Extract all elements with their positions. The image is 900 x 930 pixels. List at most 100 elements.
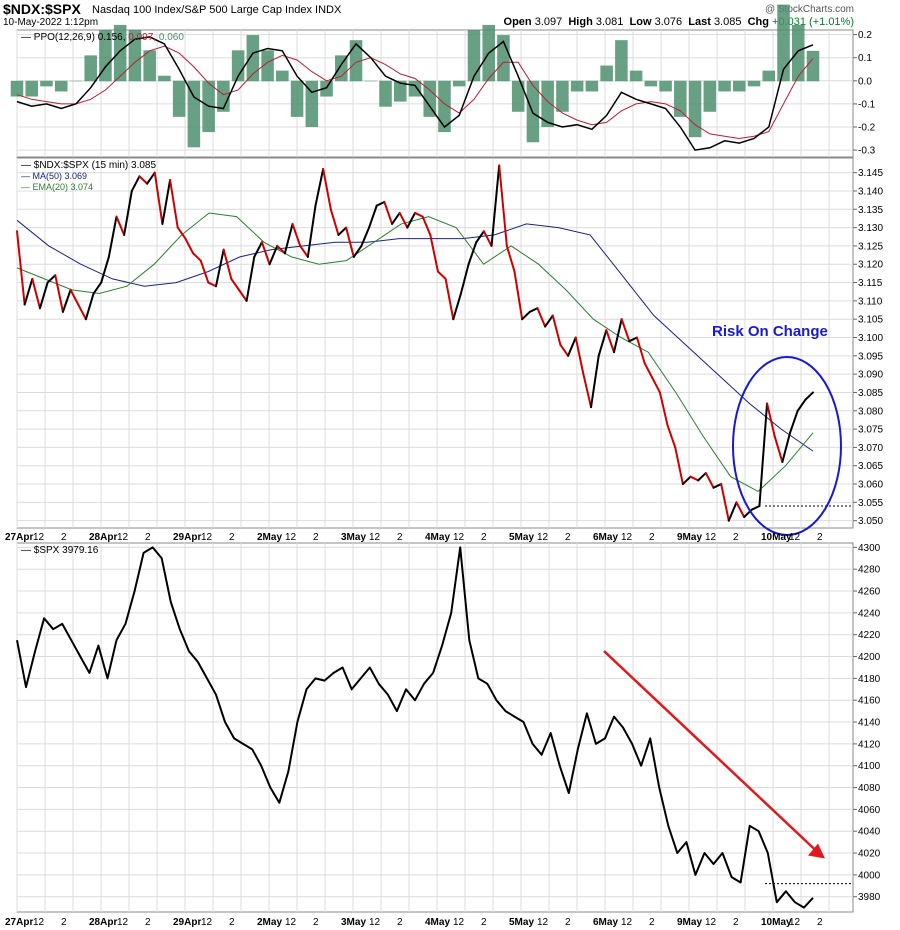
- ratio-price-segment: [804, 391, 814, 401]
- ratio-y-label: 3.125: [858, 241, 883, 252]
- x-tick-label: 3May: [341, 532, 366, 543]
- ppo-hist-bar: [69, 80, 83, 82]
- x-tick-label: 12: [369, 917, 381, 928]
- symbol-title: $NDX:$SPX: [3, 1, 81, 17]
- ratio-price-segment: [781, 431, 792, 464]
- spx-y-label: 4060: [858, 805, 881, 816]
- spx-line: [16, 546, 814, 909]
- x-tick-label: 29Apr: [173, 532, 201, 543]
- ratio-price-segment: [651, 376, 661, 394]
- ratio-y-label: 3.120: [858, 260, 883, 271]
- ratio-price-segment: [643, 362, 654, 379]
- x-tick-label: 27Apr: [5, 532, 33, 543]
- ratio-price-segment: [658, 391, 669, 427]
- x-tick-label: 2: [397, 532, 403, 543]
- x-tick-label: 2May: [257, 917, 282, 928]
- ratio-price-segment: [54, 274, 64, 313]
- x-tick-label: 28Apr: [89, 917, 117, 928]
- ratio-price-segment: [268, 244, 279, 266]
- ppo-hist-bar: [40, 80, 53, 87]
- x-tick-label: 3May: [341, 917, 366, 928]
- ratio-y-label: 3.100: [858, 333, 883, 344]
- ratio-y-label: 3.050: [858, 516, 883, 527]
- ratio-price-segment: [467, 241, 478, 266]
- ppo-panel: 0.2 0.1 0.0 -0.1 -0.2 -0.3 — PPO(12,26,9) 0.15…: [10, 4, 876, 158]
- ratio-y-label: 3.130: [858, 223, 883, 234]
- ppo-hist-bar: [113, 24, 127, 82]
- ratio-price-segment: [505, 244, 516, 273]
- low-value: 3.076: [654, 16, 683, 28]
- ppo-hist-bar: [806, 50, 820, 82]
- ratio-y-label: 3.065: [858, 461, 883, 472]
- ratio-price-segment: [237, 288, 248, 302]
- ratio-y-label: 3.095: [858, 351, 883, 362]
- ratio-price-segment: [345, 226, 355, 258]
- ratio-price-segment: [291, 222, 302, 247]
- ppo-hist-bar: [408, 80, 422, 97]
- ratio-price-segment: [169, 178, 179, 229]
- spx-y-label: 4000: [858, 870, 881, 881]
- ratio-y-label: 3.055: [858, 498, 883, 509]
- ppo-y-label: 0.2: [858, 30, 872, 41]
- ppo-hist-bar: [290, 80, 304, 117]
- ppo-hist-bar: [600, 65, 613, 82]
- ma50-line: [16, 219, 814, 452]
- x-tick-label: 2: [817, 532, 823, 543]
- ppo-hist-bar: [217, 80, 230, 112]
- ppo-hist-bar: [379, 80, 392, 107]
- ppo-hist-bar: [644, 80, 658, 87]
- trend-arrow-head: [808, 843, 825, 859]
- ppo-hist-bar: [452, 80, 466, 87]
- spx-y-label: 4140: [858, 718, 881, 729]
- ratio-price-segment: [773, 435, 784, 464]
- ratio-y-label: 3.140: [858, 186, 883, 197]
- ratio-price-segment: [123, 189, 133, 236]
- ppo-hist-bar: [246, 35, 260, 82]
- ratio-price-segment: [544, 314, 554, 328]
- x-tick-label: 29Apr: [173, 917, 201, 928]
- x-tick-label: 2: [481, 532, 487, 543]
- spx-legend: — $SPX 3979.16: [21, 545, 99, 556]
- ppo-y-label: 0.0: [858, 76, 872, 87]
- ratio-price-segment: [559, 343, 570, 357]
- ppo-hist-bar: [497, 35, 510, 82]
- ppo-hist-bar: [364, 80, 378, 82]
- ratio-price-segment: [360, 226, 371, 247]
- ratio-price-segment: [207, 281, 217, 288]
- x-tick-label: 2: [61, 917, 67, 928]
- ratio-price-segment: [314, 167, 325, 207]
- x-tick-label: 12: [201, 532, 213, 543]
- risk-on-ellipse: [732, 356, 842, 536]
- x-tick-label: 2: [313, 532, 319, 543]
- ratio-price-segment: [429, 233, 439, 273]
- x-tick-label: 2: [733, 532, 739, 543]
- ratio-price-segment: [590, 354, 600, 409]
- ratio-price-segment: [414, 211, 424, 218]
- ppo-hist-bar: [615, 40, 628, 82]
- ppo-y-label: -0.3: [858, 146, 876, 157]
- ppo-hist-bar: [570, 80, 584, 92]
- ratio-price-segment: [161, 178, 172, 225]
- x-tick-label: 12: [705, 917, 717, 928]
- ratio-price-segment: [176, 226, 187, 240]
- ratio-price-segment: [260, 241, 271, 266]
- spx-y-label: 4300: [858, 543, 881, 554]
- x-tick-label: 12: [537, 532, 549, 543]
- ppo-legend-label: — PPO(12,26,9) 0.156,: [21, 32, 128, 43]
- ratio-price-segment: [605, 329, 615, 354]
- ratio-price-segment: [398, 211, 409, 229]
- x-tick-label: 2: [565, 532, 571, 543]
- ratio-price-segment: [92, 281, 103, 295]
- date-time: 10-May-2022 1:12pm: [3, 17, 99, 28]
- ratio-price-segment: [215, 248, 225, 288]
- ppo-hist-bar: [556, 80, 569, 112]
- ratio-price-segment: [620, 318, 631, 343]
- ratio-price-segment: [337, 226, 348, 236]
- ppo-hist-bar: [467, 30, 481, 82]
- spx-frame: [16, 542, 854, 913]
- ratio-price-segment: [513, 270, 524, 321]
- ratio-price-segment: [735, 501, 746, 519]
- x-tick-label: 12: [117, 917, 129, 928]
- ratio-price-segment: [69, 288, 80, 306]
- ratio-price-segment: [107, 215, 118, 258]
